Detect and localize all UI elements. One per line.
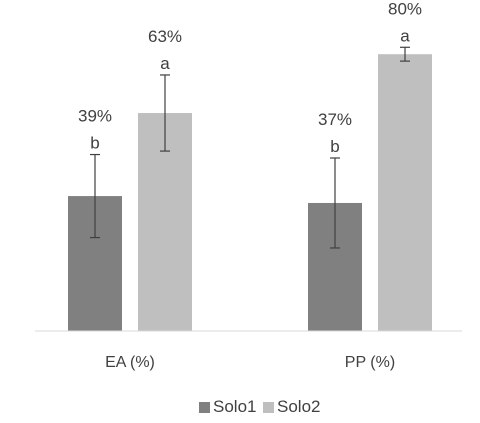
- legend-swatch-solo1: [199, 402, 210, 413]
- error-bar-solo1-ea: [90, 153, 100, 239]
- data-label-solo1-ea: 39%: [78, 107, 112, 126]
- data-label-solo2-ea: 63%: [148, 27, 182, 46]
- data-label-solo1-pp: 37%: [318, 110, 352, 129]
- legend: Solo1 Solo2: [199, 397, 320, 416]
- significance-letter-solo1-ea: b: [90, 134, 99, 153]
- category-labels: EA (%) PP (%): [105, 354, 395, 371]
- bars-layer: [68, 54, 432, 332]
- data-label-solo2-pp: 80%: [388, 0, 422, 18]
- legend-label-solo1: Solo1: [213, 397, 256, 416]
- significance-letter-solo1-pp: b: [330, 137, 339, 156]
- category-label-ea: EA (%): [105, 354, 155, 371]
- error-bars-layer: [90, 46, 410, 249]
- error-bar-solo2-pp: [400, 46, 410, 62]
- significance-letter-solo2-ea: a: [160, 54, 170, 73]
- data-labels-layer: b 39% b 37% a 63% a 80%: [78, 0, 422, 156]
- error-bar-solo2-ea: [160, 74, 170, 152]
- legend-label-solo2: Solo2: [277, 397, 320, 416]
- category-label-pp: PP (%): [345, 354, 395, 371]
- significance-letter-solo2-pp: a: [400, 26, 410, 45]
- error-bar-solo1-pp: [330, 157, 340, 249]
- legend-swatch-solo2: [263, 402, 274, 413]
- bar-solo2-pp: [378, 54, 432, 331]
